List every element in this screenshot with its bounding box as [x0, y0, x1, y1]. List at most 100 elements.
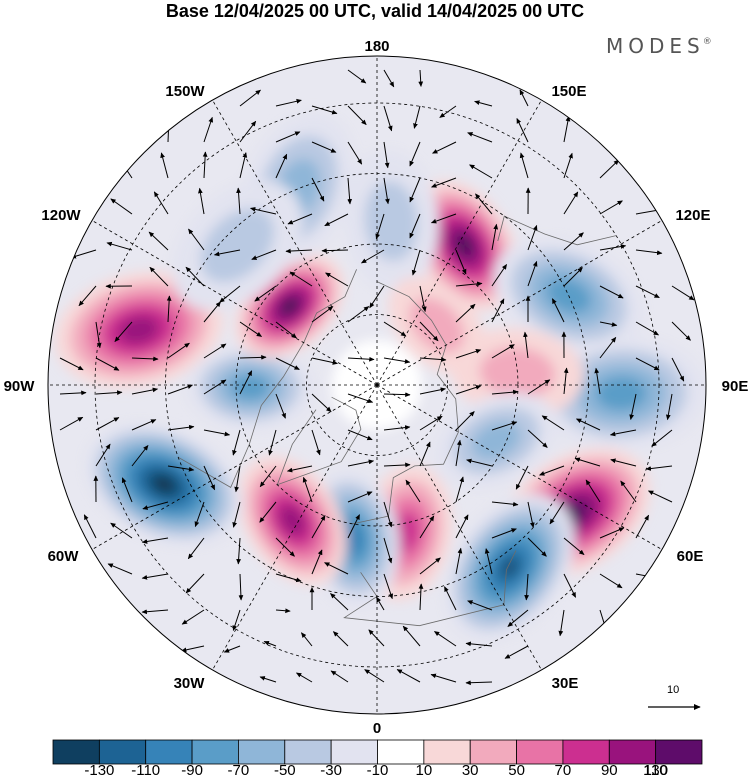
wind-vector	[402, 625, 421, 647]
wind-vector	[185, 266, 205, 287]
wind-vector	[95, 321, 102, 349]
wind-vector	[131, 419, 157, 431]
wind-vector	[347, 491, 373, 503]
wind-vector	[275, 573, 302, 583]
wind-vector	[198, 187, 205, 215]
wind-vector	[383, 141, 390, 169]
colorbar-tick-label: 10	[415, 762, 433, 779]
wind-vector	[620, 480, 637, 503]
wind-vector	[236, 187, 241, 215]
wind-vector	[594, 367, 601, 395]
wind-vector	[671, 357, 685, 382]
wind-vector	[455, 476, 465, 503]
wind-vector	[519, 89, 529, 107]
wind-vector	[383, 105, 393, 132]
wind-vector	[455, 349, 482, 359]
wind-vector	[405, 479, 421, 503]
wind-vector	[202, 151, 208, 179]
wind-vector	[563, 232, 584, 251]
wind-vector	[527, 501, 535, 528]
wind-vector	[234, 465, 241, 493]
wind-vector	[455, 411, 475, 431]
wind-vector	[254, 285, 277, 302]
wind-vector	[131, 445, 149, 467]
wind-vector	[360, 249, 385, 264]
wind-vector	[507, 609, 529, 627]
wind-vector	[635, 249, 663, 256]
wind-vector	[455, 303, 476, 323]
colorbar-tick-label: 110	[643, 762, 668, 779]
wind-vector	[263, 640, 277, 647]
wind-vector	[332, 631, 349, 647]
wind-vector	[599, 527, 625, 539]
colorbar-swatch	[191, 739, 239, 765]
wind-vector	[409, 213, 421, 239]
wind-vector	[563, 537, 585, 555]
wind-vector	[347, 105, 367, 126]
wind-vector	[491, 389, 519, 395]
wind-vector	[383, 392, 411, 398]
label-120E: 120E	[675, 207, 710, 224]
wind-vector	[78, 285, 97, 307]
wind-vector	[524, 573, 530, 601]
wind-vector	[444, 586, 457, 611]
label-150W: 150W	[165, 83, 205, 100]
wind-vector	[324, 562, 349, 575]
wind-vector	[671, 285, 695, 301]
wind-vector	[563, 367, 569, 395]
wind-vector	[286, 465, 313, 473]
wind-vector	[239, 370, 253, 395]
wind-vector	[59, 357, 84, 371]
anomaly-contour	[279, 504, 306, 537]
wind-vector	[153, 191, 169, 215]
wind-vector	[434, 630, 457, 647]
wind-vector	[491, 264, 508, 287]
colorbar-tick-label: 30	[461, 762, 479, 779]
wind-vector	[475, 193, 493, 215]
wind-vector	[599, 573, 623, 589]
wind-vector	[439, 105, 457, 118]
wind-vector	[629, 393, 637, 420]
wind-vector	[213, 249, 241, 257]
colorbar-tick-label: -50	[273, 762, 296, 779]
colorbar-swatch	[469, 739, 517, 765]
wind-vector	[665, 393, 673, 421]
meridian-line	[376, 99, 542, 386]
wind-vector	[330, 670, 349, 683]
coastline	[178, 269, 357, 488]
wind-vector	[541, 415, 565, 431]
anomaly-centre	[505, 563, 514, 572]
wind-vector	[167, 384, 193, 395]
wind-vector	[194, 501, 205, 528]
wind-vector	[259, 501, 277, 523]
wind-vector	[599, 200, 623, 215]
wind-vector	[203, 301, 221, 323]
wind-vector	[275, 321, 297, 339]
wind-vector	[574, 457, 601, 467]
wind-vector	[114, 321, 133, 343]
wind-vector	[95, 417, 120, 431]
wind-vector	[455, 249, 467, 275]
colorbar-tick-label: 50	[508, 762, 525, 779]
wind-vector	[167, 424, 195, 431]
wind-vector	[419, 415, 443, 431]
graticule-layer	[48, 56, 706, 714]
wind-vector	[474, 100, 493, 107]
wind-vector	[516, 117, 529, 143]
wind-vector	[411, 249, 421, 276]
wind-vector	[484, 548, 493, 575]
wind-vector	[131, 356, 159, 362]
wind-vector	[275, 393, 286, 419]
wind-vector	[236, 537, 242, 565]
wind-vector	[599, 336, 617, 359]
wind-vector	[563, 115, 571, 143]
wind-vector	[131, 387, 159, 395]
wind-vector	[635, 514, 650, 539]
colorbar-swatch	[238, 739, 286, 765]
map-boundary	[47, 55, 707, 715]
reference-vector-label: 10	[667, 684, 680, 696]
wind-vector	[375, 213, 385, 240]
wind-vector	[419, 357, 447, 362]
wind-vector	[232, 609, 241, 631]
